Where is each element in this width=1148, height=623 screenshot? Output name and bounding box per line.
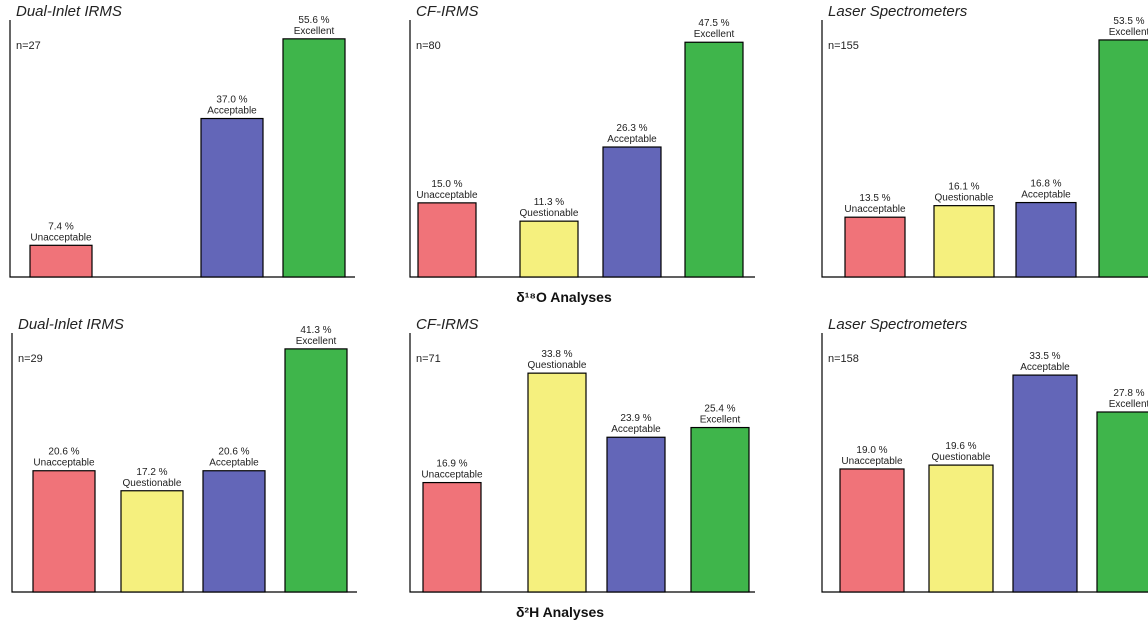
bar-value-label: 16.1 %	[948, 182, 979, 193]
bar-category-label: Questionable	[123, 478, 182, 489]
bar-value-label: 33.8 %	[541, 349, 572, 360]
bar-acceptable	[606, 436, 666, 593]
sample-count: n=27	[16, 40, 41, 52]
bar-category-label: Questionable	[935, 193, 994, 204]
bar-category-label: Excellent	[1109, 27, 1148, 38]
bar-value-label: 41.3 %	[300, 325, 331, 336]
bar-value-label: 33.5 %	[1029, 351, 1060, 362]
chart-panel-2: Laser Spectrometers n=155 13.5 %Unacceptab…	[821, 3, 1148, 278]
bar-category-label: Acceptable	[209, 458, 259, 469]
bar-unacceptable	[29, 244, 93, 278]
bar-questionable	[933, 205, 995, 278]
bar-category-label: Questionable	[932, 452, 991, 463]
bar-acceptable	[202, 470, 266, 593]
bar-category-label: Unacceptable	[33, 458, 95, 469]
panel-title: CF-IRMS	[416, 3, 479, 20]
bar-value-label: 23.9 %	[620, 413, 651, 424]
panel-title: CF-IRMS	[416, 316, 479, 333]
sample-count: n=71	[416, 353, 441, 365]
bar-value-label: 16.9 %	[436, 459, 467, 470]
chart-panel-1: CF-IRMS n=80 15.0 %Unacceptable 11.3 %Quest…	[409, 3, 755, 278]
bar-category-label: Unacceptable	[841, 456, 903, 467]
sample-count: n=155	[828, 40, 859, 52]
bar-excellent	[684, 41, 744, 278]
sample-count: n=29	[18, 353, 43, 365]
bar-value-label: 27.8 %	[1113, 388, 1144, 399]
panel-title: Dual-Inlet IRMS	[16, 3, 122, 20]
bar-value-label: 19.6 %	[945, 441, 976, 452]
bar-excellent	[690, 426, 750, 593]
bar-category-label: Excellent	[296, 336, 337, 347]
bar-questionable	[527, 372, 587, 593]
bar-category-label: Acceptable	[607, 134, 657, 145]
bar-value-label: 37.0 %	[216, 95, 247, 106]
bar-unacceptable	[422, 481, 482, 593]
chart-panel-4: CF-IRMS n=71 16.9 %Unacceptable 33.8 %Quest…	[409, 316, 755, 593]
bar-excellent	[1098, 39, 1148, 278]
bar-category-label: Unacceptable	[421, 470, 483, 481]
chart-panel-0: Dual-Inlet IRMS n=27 7.4 %Unacceptable 37.0…	[9, 3, 355, 278]
bar-acceptable	[200, 117, 264, 278]
bar-category-label: Questionable	[528, 360, 587, 371]
bar-value-label: 17.2 %	[136, 467, 167, 478]
bar-category-label: Acceptable	[1020, 362, 1070, 373]
bar-category-label: Acceptable	[611, 424, 661, 435]
bar-unacceptable	[32, 470, 96, 593]
bar-value-label: 20.6 %	[218, 447, 249, 458]
bar-unacceptable	[844, 216, 906, 278]
bar-category-label: Excellent	[294, 26, 335, 37]
row-title-o18: δ¹⁸O Analyses	[516, 289, 612, 305]
bar-excellent	[1096, 411, 1148, 593]
bar-category-label: Unacceptable	[30, 232, 92, 243]
bar-questionable	[519, 220, 579, 278]
panel-title: Laser Spectrometers	[828, 3, 968, 20]
bar-category-label: Unacceptable	[416, 190, 478, 201]
chart-panel-5: Laser Spectrometers n=158 19.0 %Unacceptab…	[821, 316, 1148, 593]
bar-value-label: 53.5 %	[1113, 16, 1144, 27]
panel-title: Laser Spectrometers	[828, 316, 968, 333]
bar-category-label: Acceptable	[1021, 190, 1071, 201]
bar-category-label: Questionable	[520, 208, 579, 219]
row-title-h2: δ²H Analyses	[516, 604, 604, 620]
bar-unacceptable	[839, 468, 905, 593]
bar-acceptable	[1015, 201, 1077, 278]
bar-acceptable	[602, 146, 662, 278]
bar-category-label: Unacceptable	[844, 204, 906, 215]
bar-value-label: 25.4 %	[704, 404, 735, 415]
bar-questionable	[928, 464, 994, 593]
bar-category-label: Excellent	[1109, 399, 1148, 410]
bar-value-label: 7.4 %	[48, 221, 74, 232]
bar-value-label: 55.6 %	[298, 15, 329, 26]
bar-value-label: 26.3 %	[616, 123, 647, 134]
bar-value-label: 15.0 %	[431, 179, 462, 190]
bar-category-label: Acceptable	[207, 106, 257, 117]
bar-category-label: Excellent	[700, 415, 741, 426]
bar-value-label: 47.5 %	[698, 18, 729, 29]
bar-value-label: 19.0 %	[856, 445, 887, 456]
bar-value-label: 20.6 %	[48, 447, 79, 458]
bar-questionable	[120, 490, 184, 593]
bar-unacceptable	[417, 202, 477, 278]
bar-excellent	[282, 38, 346, 278]
bar-acceptable	[1012, 374, 1078, 593]
bar-value-label: 13.5 %	[859, 193, 890, 204]
panel-title: Dual-Inlet IRMS	[18, 316, 124, 333]
sample-count: n=158	[828, 353, 859, 365]
bar-value-label: 16.8 %	[1030, 179, 1061, 190]
bar-category-label: Excellent	[694, 29, 735, 40]
bar-value-label: 11.3 %	[534, 197, 564, 208]
sample-count: n=80	[416, 40, 441, 52]
bar-excellent	[284, 348, 348, 593]
